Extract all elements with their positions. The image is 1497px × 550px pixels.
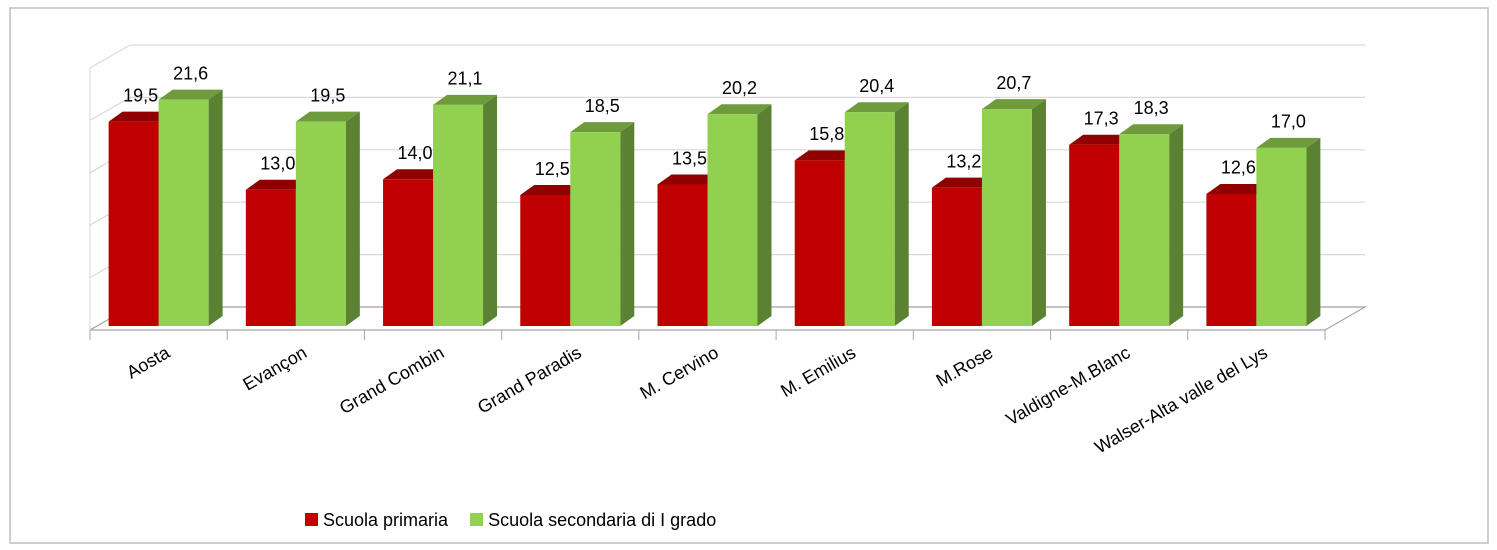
bar-top (158, 89, 223, 100)
bar-side (483, 94, 498, 326)
bar-top (1069, 134, 1134, 145)
bar-top (1206, 183, 1271, 194)
bar-top (981, 99, 1046, 110)
bar-top (1119, 124, 1184, 135)
bar (1206, 193, 1257, 326)
data-label: 21,1 (448, 69, 483, 89)
bar (570, 132, 621, 326)
bar-top (108, 111, 173, 122)
bar-top (931, 177, 996, 188)
data-label: 14,0 (398, 143, 433, 163)
bar-side (894, 102, 909, 326)
bar-top (707, 104, 772, 115)
bar-top (844, 102, 909, 113)
bar (707, 114, 758, 326)
bar (657, 184, 708, 326)
legend-swatch (470, 513, 484, 526)
bar (1069, 144, 1120, 326)
bar-top (657, 174, 722, 185)
legend-swatch (305, 513, 318, 526)
bar-side (757, 104, 772, 326)
data-label: 18,3 (1134, 98, 1169, 118)
bar (108, 121, 159, 326)
data-label: 20,7 (996, 73, 1031, 93)
bar (295, 121, 346, 326)
bar-side (345, 111, 360, 326)
data-label: 12,6 (1221, 158, 1256, 178)
bar-top (433, 94, 498, 105)
data-label: 13,0 (260, 154, 295, 174)
data-label: 12,5 (535, 159, 570, 179)
legend-label: Scuola primaria (323, 510, 449, 530)
bar-top (794, 150, 859, 161)
data-label: 19,5 (310, 85, 345, 105)
data-label: 18,5 (585, 96, 620, 116)
legend-label: Scuola secondaria di I grado (488, 510, 716, 530)
data-label: 17,0 (1271, 112, 1306, 132)
bar (383, 179, 434, 326)
bar (433, 104, 484, 326)
data-label: 19,5 (123, 85, 158, 105)
data-label: 13,2 (946, 151, 981, 171)
data-label: 13,5 (672, 148, 707, 168)
bar (794, 160, 845, 326)
data-label: 15,8 (809, 124, 844, 144)
bar (1256, 147, 1307, 326)
bar (844, 112, 895, 326)
data-label: 20,4 (859, 76, 894, 96)
grid-line (89, 44, 1365, 69)
bar (931, 187, 982, 326)
bar-top (295, 111, 360, 122)
bar-side (620, 122, 635, 327)
bar-top (383, 169, 448, 180)
bar-top (520, 185, 585, 195)
grid-line (89, 96, 1365, 121)
bar-top (1256, 137, 1321, 148)
bar-top (570, 122, 635, 133)
bar-side (1306, 137, 1321, 326)
bar-side (1169, 124, 1184, 326)
bar-side (1031, 99, 1046, 327)
bar-side (208, 89, 223, 326)
bar-top (245, 179, 310, 190)
data-label: 17,3 (1084, 108, 1119, 128)
data-label: 20,2 (722, 78, 757, 98)
data-label: 21,6 (173, 63, 208, 83)
bar (981, 109, 1032, 327)
bar (158, 99, 209, 327)
bar (1119, 134, 1170, 326)
bar (520, 195, 571, 326)
bar (245, 189, 296, 326)
